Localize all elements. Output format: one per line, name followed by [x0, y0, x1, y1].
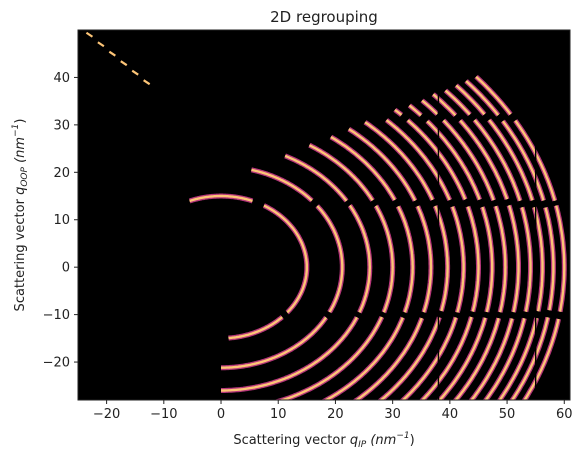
- streak-dash-4: [120, 60, 128, 67]
- plot-frame: [77, 29, 571, 401]
- diagonal-streak: [85, 31, 151, 86]
- ring-10: [407, 103, 495, 400]
- ring-2: [221, 167, 345, 371]
- detector-gaps: [437, 30, 537, 400]
- ring-14: [454, 83, 545, 400]
- ring-1: [188, 193, 310, 341]
- streak-dash-1: [85, 31, 94, 38]
- y-tick-label: 0: [62, 261, 70, 276]
- ring-5: [320, 134, 416, 400]
- ring-13: [443, 88, 533, 400]
- ring-9: [393, 107, 481, 400]
- y-tick-label: 10: [53, 213, 70, 228]
- ring-8: [384, 118, 467, 400]
- x-tick-label: 40: [442, 407, 459, 422]
- plot-area: [77, 29, 571, 401]
- x-tick-label: 60: [556, 407, 573, 422]
- x-tick-label: 20: [327, 407, 344, 422]
- y-tick-label: 30: [53, 118, 70, 133]
- x-tick-label: 30: [384, 407, 401, 422]
- chart-title: 2D regrouping: [270, 8, 378, 26]
- streak-dash-5: [131, 69, 139, 76]
- y-tick-label: 40: [53, 71, 70, 86]
- ring-6: [347, 126, 434, 400]
- ring-3: [221, 153, 373, 393]
- streak-dash-6: [143, 79, 151, 86]
- y-tick-label: 20: [53, 166, 70, 181]
- y-tick-label: −20: [43, 356, 70, 371]
- ring-12: [431, 92, 521, 400]
- y-axis-ticks: −20 −10 0 10 20 30 40: [43, 71, 78, 371]
- scattering-rings: [85, 31, 567, 400]
- ring-11: [420, 98, 508, 400]
- ring-16: [474, 74, 567, 400]
- x-tick-label: 0: [217, 407, 225, 422]
- x-tick-label: −20: [93, 407, 120, 422]
- ring-15: [464, 79, 556, 400]
- x-tick-label: 10: [270, 407, 287, 422]
- ring-7: [363, 120, 451, 400]
- streak-dash-2: [97, 41, 105, 48]
- streak-dash-3: [108, 50, 116, 57]
- x-axis-label: Scattering vector qIP (nm−1): [233, 431, 414, 450]
- ring-4: [273, 142, 396, 400]
- y-tick-label: −10: [43, 308, 70, 323]
- x-axis-ticks: −20 −10 0 10 20 30 40 50 60: [93, 400, 573, 422]
- y-axis-label: Scattering vector qOOP (nm−1): [11, 119, 30, 312]
- x-tick-label: −10: [150, 407, 177, 422]
- x-tick-label: 50: [499, 407, 516, 422]
